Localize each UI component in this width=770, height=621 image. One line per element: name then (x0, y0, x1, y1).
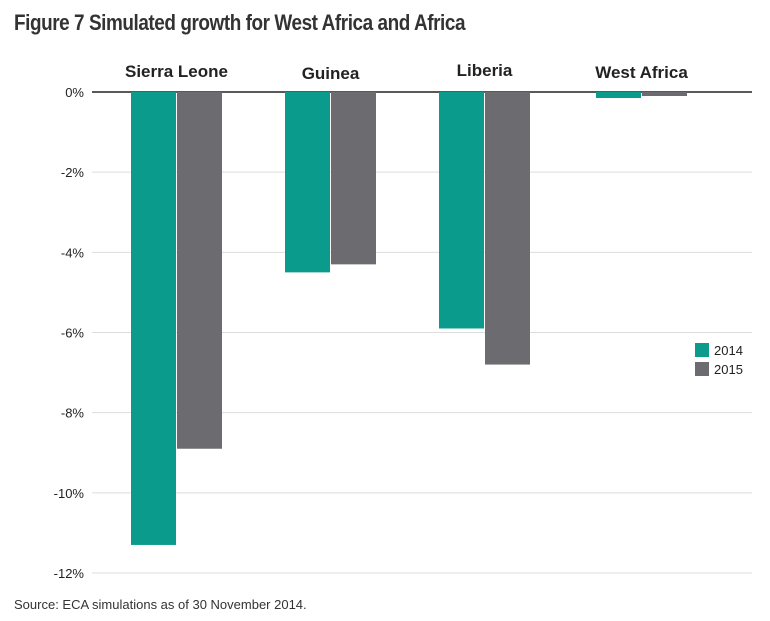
category-label: Guinea (302, 64, 360, 83)
bar-2014 (596, 92, 641, 99)
chart-title: Figure 7 Simulated growth for West Afric… (14, 10, 466, 35)
source-note: Source: ECA simulations as of 30 Novembe… (14, 597, 307, 612)
y-tick-label: -8% (61, 406, 85, 421)
bar-2015 (331, 92, 376, 265)
category-label: West Africa (595, 63, 688, 82)
legend-swatch-2015 (695, 362, 709, 376)
bar-2015 (485, 92, 530, 365)
bars (131, 92, 687, 545)
category-label: Liberia (457, 61, 513, 80)
bar-2015 (642, 92, 687, 97)
y-tick-label: -10% (54, 486, 85, 501)
y-axis-ticks: 0% -2% -4% -6% -8% -10% -12% (54, 85, 85, 581)
y-tick-label: -2% (61, 165, 85, 180)
y-tick-label: -6% (61, 326, 85, 341)
bar-2014 (439, 92, 484, 329)
legend-swatch-2014 (695, 343, 709, 357)
legend: 2014 2015 (695, 343, 743, 377)
category-label: Sierra Leone (125, 62, 228, 81)
y-tick-label: 0% (65, 85, 84, 100)
y-tick-label: -4% (61, 245, 85, 260)
bar-2014 (131, 92, 176, 545)
legend-label: 2015 (714, 362, 743, 377)
bar-2015 (177, 92, 222, 449)
legend-label: 2014 (714, 343, 743, 358)
y-tick-label: -12% (54, 566, 85, 581)
category-labels: Sierra Leone Guinea Liberia West Africa (125, 61, 688, 83)
bar-2014 (285, 92, 330, 273)
